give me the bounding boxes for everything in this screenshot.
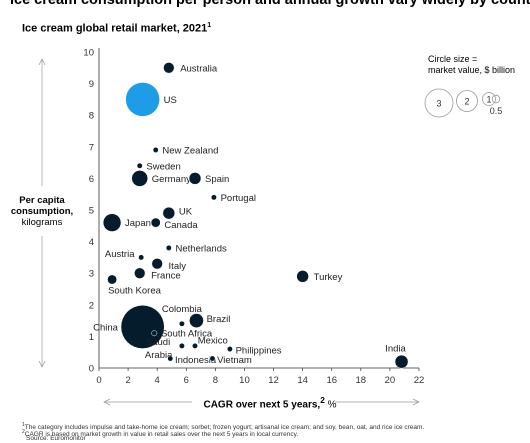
legend-size-0-5-label: 0.5 [490, 106, 503, 116]
point-label-vietnam: Vietnam [217, 355, 252, 366]
legend-size-0-5-circle [491, 94, 501, 104]
point-australia [163, 62, 175, 74]
point-vietnam [209, 355, 216, 362]
legend-size-1-label: 1 [486, 95, 491, 105]
x-tick-label: 4 [155, 375, 160, 386]
y-guide-arrow-up [38, 58, 46, 66]
point-label-france: France [151, 271, 181, 282]
y-tick-label: 2 [89, 300, 94, 311]
point-label-china: China [93, 322, 119, 333]
point-label-spain: Spain [205, 174, 229, 185]
x-tick-label: 12 [268, 375, 279, 386]
point-spain [188, 172, 202, 185]
point-china [120, 304, 165, 349]
point-brazil [189, 313, 204, 328]
point-label-japan: Japan [125, 218, 151, 229]
point-label-mexico: Mexico [198, 335, 228, 346]
y-tick-label: 4 [89, 237, 94, 248]
point-label-uk: UK [179, 207, 193, 218]
point-label-south-africa: South Africa [161, 329, 213, 340]
point-austria [138, 254, 145, 261]
point-japan [102, 213, 122, 232]
point-label-austria: Austria [105, 249, 135, 260]
point-label-indonesia: Indonesia [175, 355, 217, 366]
x-tick-label: 22 [414, 375, 425, 386]
x-tick-label: 0 [96, 375, 101, 386]
point-label-colombia: Colombia [162, 304, 203, 315]
y-tick-label: 6 [89, 174, 94, 185]
legend-size-2-circle [456, 90, 478, 112]
y-axis-label: Per capita consumption, kilograms [10, 195, 74, 228]
point-saudi-arabia [178, 342, 185, 349]
point-turkey [296, 270, 309, 283]
legend-size-3-label: 3 [436, 99, 441, 109]
chart-title: Ice cream global retail market, 20211 [22, 22, 212, 35]
point-label-portugal: Portugal [221, 193, 256, 204]
point-sweden [136, 162, 143, 169]
point-label-germany: Germany [152, 174, 191, 185]
point-label-us: US [164, 95, 177, 106]
x-tick-label: 2 [125, 375, 130, 386]
point-india [394, 354, 409, 369]
point-label-new-zealand: New Zealand [162, 145, 218, 156]
point-label-brazil: Brazil [207, 314, 231, 325]
y-tick-label: 10 [83, 48, 94, 59]
x-tick-label: 10 [239, 375, 250, 386]
point-germany [131, 170, 149, 187]
point-label-philippines: Philippines [236, 346, 282, 357]
point-label-canada: Canada [164, 220, 198, 231]
point-label-sweden: Sweden [146, 161, 180, 172]
legend-size-2-label: 2 [464, 97, 469, 107]
x-tick-label: 6 [184, 375, 189, 386]
footnote-2: 2CAGR is based on market growth in value… [22, 429, 299, 439]
point-south-africa [151, 330, 158, 337]
point-label-netherlands: Netherlands [176, 243, 227, 254]
point-philippines [226, 346, 233, 352]
legend-size-1-circle [482, 92, 496, 106]
point-label-turkey: Turkey [314, 272, 343, 283]
x-guide-arrow-left [103, 398, 111, 406]
source-note: Source: Euromonitor [26, 435, 86, 442]
point-canada [150, 217, 161, 228]
point-us [125, 82, 160, 117]
y-tick-label: 5 [89, 206, 94, 217]
point-france [134, 267, 146, 279]
point-label-south-korea: South Korea [108, 286, 162, 297]
y-tick-label: 8 [89, 111, 94, 122]
point-colombia [178, 320, 185, 327]
point-label-india: India [385, 344, 406, 355]
point-indonesia [167, 355, 174, 362]
x-tick-label: 16 [326, 375, 337, 386]
point-uk [162, 206, 176, 220]
headline: Ice cream consumption per person and ann… [10, 0, 530, 8]
y-tick-label: 0 [89, 364, 94, 375]
x-tick-label: 20 [385, 375, 396, 386]
x-guide-arrow-right [412, 398, 420, 406]
point-new-zealand [152, 147, 159, 153]
legend-size-3-circle [424, 88, 454, 118]
y-tick-label: 7 [89, 142, 94, 153]
footnote-1: 1The category includes impulse and take-… [22, 422, 425, 432]
y-tick-label: 3 [89, 269, 94, 280]
point-label-saudi-arabia: Saudi [146, 337, 170, 348]
y-tick-label: 1 [89, 332, 94, 343]
x-tick-label: 14 [297, 375, 308, 386]
point-portugal [210, 194, 217, 201]
point-mexico [192, 342, 198, 349]
point-italy [151, 258, 163, 270]
x-tick-label: 18 [356, 375, 367, 386]
point-label-australia: Australia [180, 63, 218, 74]
point-south-korea [107, 274, 117, 285]
point-label-saudi-arabia-line2: Arabia [145, 350, 173, 361]
point-label-italy: Italy [169, 261, 187, 272]
y-guide-arrow-down [38, 360, 46, 368]
point-netherlands [165, 244, 172, 251]
x-tick-label: 8 [213, 375, 218, 386]
legend-title: Circle size = market value, $ billion [428, 54, 516, 75]
y-tick-label: 9 [89, 79, 94, 90]
x-axis-label: CAGR over next 5 years,2 % [203, 395, 337, 411]
